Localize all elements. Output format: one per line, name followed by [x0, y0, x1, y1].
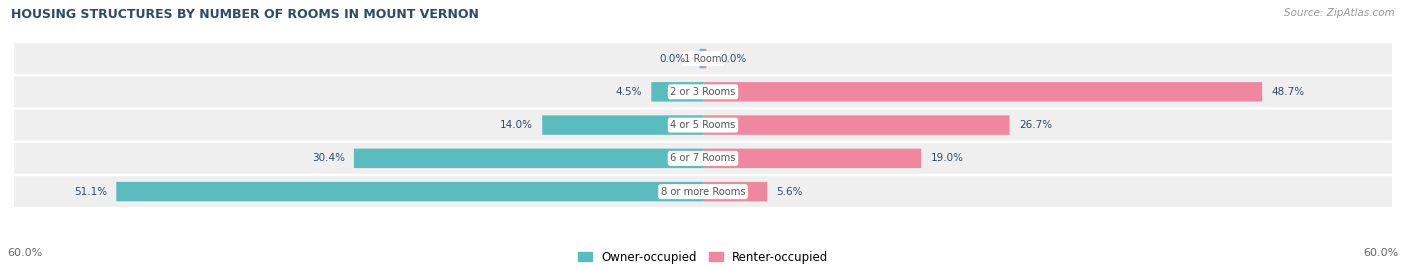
Text: 5.6%: 5.6% — [776, 187, 803, 197]
Text: 0.0%: 0.0% — [659, 54, 686, 63]
Text: 60.0%: 60.0% — [7, 248, 42, 258]
FancyBboxPatch shape — [700, 49, 703, 68]
Text: HOUSING STRUCTURES BY NUMBER OF ROOMS IN MOUNT VERNON: HOUSING STRUCTURES BY NUMBER OF ROOMS IN… — [11, 8, 479, 21]
FancyBboxPatch shape — [14, 143, 1392, 174]
Text: 4 or 5 Rooms: 4 or 5 Rooms — [671, 120, 735, 130]
Text: 2 or 3 Rooms: 2 or 3 Rooms — [671, 87, 735, 97]
FancyBboxPatch shape — [117, 182, 703, 201]
Text: 8 or more Rooms: 8 or more Rooms — [661, 187, 745, 197]
FancyBboxPatch shape — [14, 43, 1392, 74]
FancyBboxPatch shape — [543, 115, 703, 135]
FancyBboxPatch shape — [703, 82, 1263, 101]
Text: 60.0%: 60.0% — [1364, 248, 1399, 258]
FancyBboxPatch shape — [354, 148, 703, 168]
FancyBboxPatch shape — [703, 182, 768, 201]
Text: 51.1%: 51.1% — [75, 187, 107, 197]
Text: 6 or 7 Rooms: 6 or 7 Rooms — [671, 153, 735, 163]
Text: 14.0%: 14.0% — [501, 120, 533, 130]
Text: 30.4%: 30.4% — [312, 153, 344, 163]
FancyBboxPatch shape — [651, 82, 703, 101]
Legend: Owner-occupied, Renter-occupied: Owner-occupied, Renter-occupied — [572, 246, 834, 268]
Text: 4.5%: 4.5% — [616, 87, 643, 97]
FancyBboxPatch shape — [703, 148, 921, 168]
FancyBboxPatch shape — [14, 176, 1392, 207]
Text: 48.7%: 48.7% — [1271, 87, 1305, 97]
Text: 1 Room: 1 Room — [685, 54, 721, 63]
FancyBboxPatch shape — [703, 115, 1010, 135]
Text: 19.0%: 19.0% — [931, 153, 963, 163]
Text: Source: ZipAtlas.com: Source: ZipAtlas.com — [1284, 8, 1395, 18]
FancyBboxPatch shape — [703, 49, 706, 68]
FancyBboxPatch shape — [14, 110, 1392, 140]
FancyBboxPatch shape — [14, 76, 1392, 107]
Text: 0.0%: 0.0% — [720, 54, 747, 63]
Text: 26.7%: 26.7% — [1019, 120, 1052, 130]
